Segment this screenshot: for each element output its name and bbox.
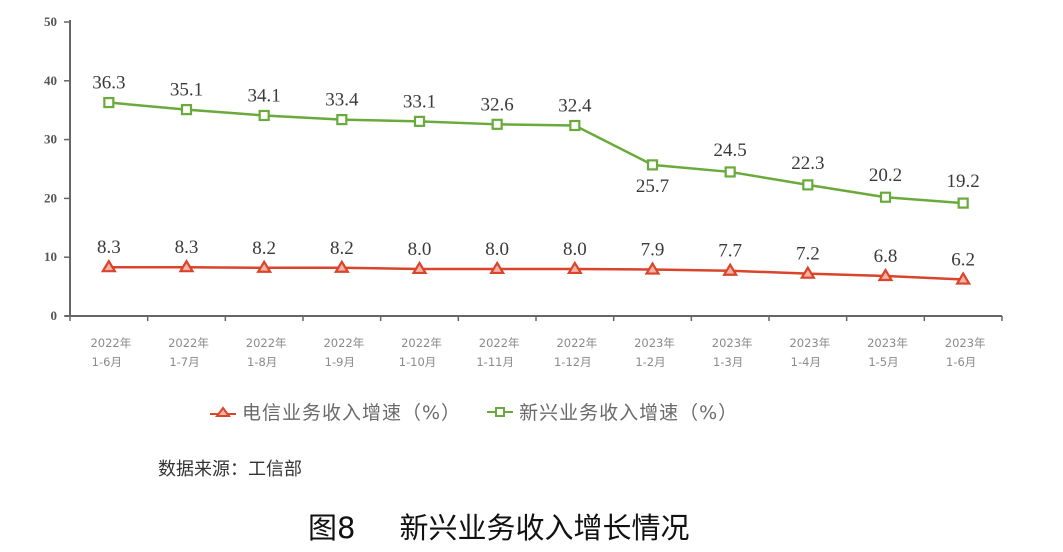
x-tick-label-year: 2022年 [479, 336, 520, 350]
data-label: 6.2 [951, 250, 975, 271]
x-tick-label-year: 2022年 [556, 336, 597, 350]
data-label: 24.5 [714, 140, 747, 161]
x-tick-label-year: 2023年 [789, 336, 830, 350]
x-tick-label-month: 1-10月 [399, 355, 437, 369]
x-tick-label-month: 1-9月 [325, 355, 355, 369]
data-label: 20.2 [869, 165, 902, 186]
square-marker-icon [491, 118, 503, 130]
square-marker-icon [487, 406, 514, 417]
data-label: 34.1 [248, 85, 281, 106]
y-tick-label: 20 [44, 190, 57, 205]
data-label: 33.1 [403, 91, 436, 112]
data-label: 25.7 [636, 176, 669, 197]
x-tick-label-month: 1-6月 [946, 355, 976, 369]
data-label: 32.6 [481, 94, 514, 115]
triangle-marker-icon [489, 260, 506, 275]
x-tick-label-month: 1-11月 [476, 355, 514, 369]
data-label: 7.7 [718, 241, 742, 262]
legend-label-emerging: 新兴业务收入增速（%） [519, 402, 739, 424]
x-tick-label-year: 2022年 [168, 336, 209, 350]
data-label: 8.2 [252, 238, 276, 259]
x-tick-label-year: 2023年 [945, 336, 986, 350]
data-label: 33.4 [325, 90, 359, 111]
data-label: 8.0 [408, 239, 432, 260]
triangle-marker-icon [955, 271, 972, 285]
y-tick-label: 30 [44, 132, 57, 147]
triangle-marker-icon [411, 260, 428, 275]
square-marker-icon [569, 119, 581, 132]
data-label: 8.0 [485, 239, 509, 260]
square-marker-icon [258, 109, 270, 122]
data-label: 8.0 [563, 239, 587, 260]
x-tick-label-month: 1-2月 [635, 355, 665, 369]
square-marker-icon [802, 179, 814, 191]
axes: 0 10 20 30 40 50 2022年 1-6月 2022年 1-7月 2022年 1-8月 20… [44, 14, 1003, 369]
x-tick-label-year: 2023年 [712, 336, 753, 350]
x-tick-label-year: 2022年 [90, 336, 131, 350]
data-label: 6.8 [874, 246, 898, 267]
x-tick-label-month: 1-8月 [247, 355, 277, 369]
square-marker-icon [646, 159, 659, 171]
x-tick-label-month: 1-6月 [92, 355, 122, 369]
x-tick-label-month: 1-4月 [791, 355, 821, 369]
series-layer [100, 96, 972, 285]
y-tick-label: 50 [44, 14, 57, 29]
legend-label-telecom: 电信业务收入增速（%） [242, 402, 462, 424]
legend-item-emerging: 新兴业务收入增速（%） [487, 398, 738, 425]
series-line [108, 265, 964, 281]
data-label: 7.9 [641, 240, 665, 261]
figure-number: 图8 [308, 511, 356, 545]
y-tick-label: 40 [44, 73, 57, 88]
x-tick-label-year: 2023年 [867, 336, 908, 350]
data-label: 7.2 [796, 244, 820, 265]
data-label: 19.2 [947, 171, 980, 192]
y-tick-label: 10 [44, 249, 57, 264]
data-label: 36.3 [92, 73, 125, 94]
figure-title: 新兴业务收入增长情况 [399, 511, 690, 545]
triangle-marker-icon [644, 261, 661, 275]
square-marker-icon [103, 96, 115, 109]
x-tick-label-year: 2022年 [246, 336, 287, 350]
series-line [108, 101, 964, 205]
y-tick-label: 0 [51, 308, 58, 323]
data-label: 32.4 [558, 95, 592, 116]
x-tick-label-year: 2023年 [634, 336, 675, 350]
line-chart: 0 10 20 30 40 50 2022年 1-6月 2022年 1-7月 2022年 1-8月 20… [44, 14, 1003, 369]
square-marker-icon [180, 104, 193, 116]
x-tick-label-month: 1-5月 [868, 355, 898, 369]
triangle-marker-icon [178, 259, 195, 273]
data-labels: 8.3 8.3 8.2 8.2 8.0 8.0 8.0 7.9 7.7 7.2 6.8 6.2 36.3… [92, 73, 980, 271]
square-marker-icon [336, 114, 348, 126]
x-tick-label-month: 1-7月 [169, 355, 199, 369]
triangle-marker-icon [799, 265, 816, 279]
triangle-marker-icon [333, 259, 350, 273]
triangle-marker-icon [877, 267, 894, 282]
square-marker-icon [413, 115, 426, 127]
square-marker-icon [724, 166, 736, 178]
data-label: 8.3 [97, 237, 121, 258]
square-marker-icon [957, 197, 969, 209]
triangle-marker-icon [722, 262, 739, 276]
triangle-marker-icon [566, 260, 583, 275]
x-tick-label-year: 2022年 [401, 336, 442, 350]
triangle-marker-icon [100, 259, 117, 273]
triangle-marker-icon [256, 259, 273, 273]
data-label: 8.3 [175, 237, 199, 258]
legend: 电信业务收入增速（%） 新兴业务收入增速（%） [210, 398, 764, 425]
x-tick-label-month: 1-3月 [713, 355, 743, 369]
data-label: 8.2 [330, 238, 354, 259]
triangle-marker-icon [210, 405, 236, 417]
figure-caption: 图8 新兴业务收入增长情况 [308, 505, 689, 547]
data-label: 35.1 [170, 80, 203, 101]
x-tick-label-year: 2022年 [323, 336, 364, 350]
square-marker-icon [879, 191, 892, 203]
legend-item-telecom: 电信业务收入增速（%） [210, 398, 461, 425]
data-label: 22.3 [791, 153, 824, 174]
x-tick-label-month: 1-12月 [554, 355, 592, 369]
source-note: 数据来源：工信部 [158, 459, 302, 480]
